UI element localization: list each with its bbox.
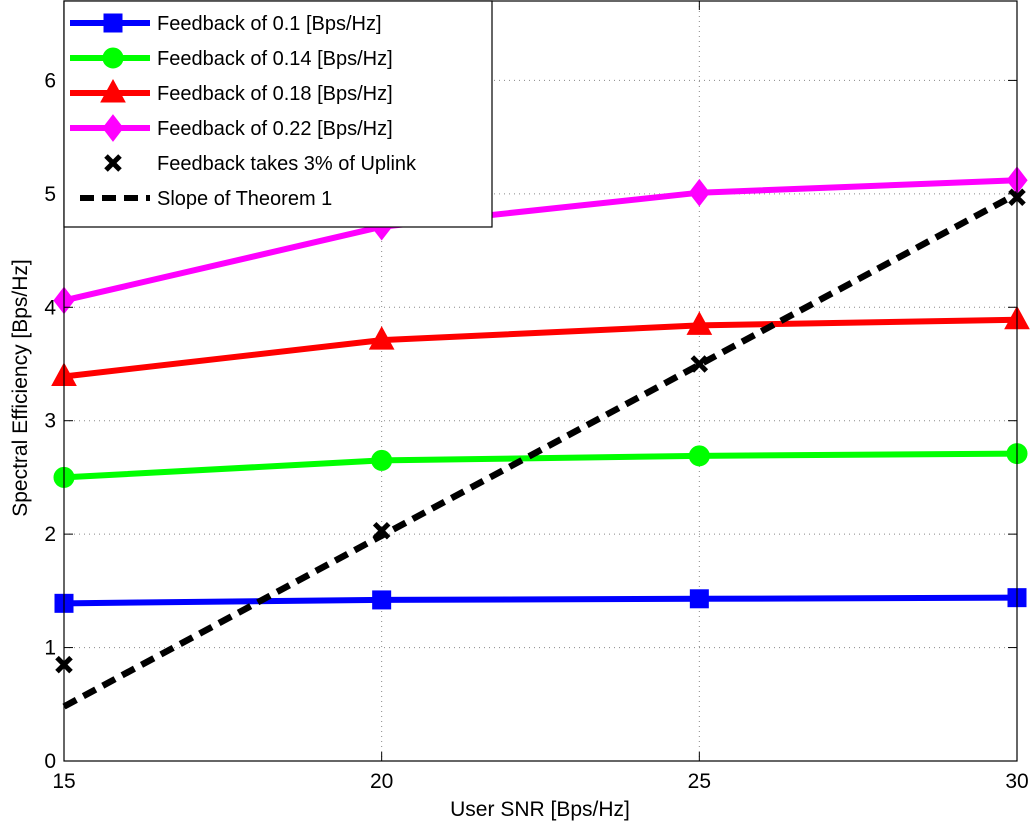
- legend-label: Feedback takes 3% of Uplink: [157, 153, 417, 175]
- series-1: [53, 443, 1028, 488]
- x-axis-title: User SNR [Bps/Hz]: [450, 798, 630, 821]
- legend-marker: [102, 114, 124, 142]
- data-point: [688, 178, 710, 207]
- data-point: [371, 449, 393, 471]
- data-point: [688, 445, 710, 467]
- legend-label: Feedback of 0.22 [Bps/Hz]: [157, 118, 393, 140]
- data-point: [372, 590, 392, 610]
- legend-entry: Feedback of 0.1 [Bps/Hz]: [70, 13, 382, 35]
- x-tick-label: 25: [688, 770, 711, 793]
- legend-entry: Feedback of 0.18 [Bps/Hz]: [70, 78, 393, 105]
- series-line: [63, 594, 1018, 607]
- series-line: [63, 177, 1018, 304]
- series-layer: [51, 166, 1030, 710]
- series-5: [62, 190, 1019, 710]
- y-tick-label: 6: [44, 69, 56, 92]
- legend-marker: [102, 47, 124, 69]
- series-line: [63, 450, 1018, 481]
- y-tick-label: 0: [44, 750, 56, 773]
- legend-marker: [103, 13, 123, 33]
- y-tick-label: 2: [44, 523, 56, 546]
- x-marker-stroke: [104, 154, 122, 172]
- x-tick-label: 30: [1005, 770, 1028, 793]
- legend-entry: Feedback of 0.22 [Bps/Hz]: [70, 114, 393, 142]
- series-line: [62, 190, 1019, 710]
- plot-frame: [63, 0, 1018, 762]
- legend-entry: Feedback takes 3% of Uplink: [104, 153, 417, 175]
- y-tick-label: 4: [44, 296, 56, 319]
- legend-entry: Slope of Theorem 1: [80, 188, 332, 210]
- legend-entry: Feedback of 0.14 [Bps/Hz]: [70, 47, 393, 70]
- data-point: [368, 326, 395, 350]
- y-tick-label: 5: [44, 183, 56, 206]
- legend-box: [63, 0, 493, 228]
- axis-ticks: 15 20 25 30 0 1 2 3 4 5 6: [44, 1, 1029, 793]
- grid-lines: [64, 1, 1017, 761]
- data-point: [686, 311, 713, 335]
- data-point: [689, 589, 709, 609]
- legend-marker: [100, 78, 126, 103]
- legend-label: Slope of Theorem 1: [157, 188, 332, 210]
- legend: Feedback of 0.1 [Bps/Hz] Feedback of 0.14…: [63, 0, 493, 228]
- legend-marker: [104, 154, 122, 172]
- y-tick-label: 3: [44, 410, 56, 433]
- y-axis-title: Spectral Efficiency [Bps/Hz]: [9, 259, 32, 517]
- series-line: [63, 316, 1018, 380]
- legend-label: Feedback of 0.14 [Bps/Hz]: [157, 48, 393, 70]
- y-tick-label: 1: [44, 637, 56, 660]
- x-tick-label: 20: [370, 770, 393, 793]
- legend-label: Feedback of 0.18 [Bps/Hz]: [157, 83, 393, 105]
- legend-label: Feedback of 0.1 [Bps/Hz]: [157, 13, 382, 35]
- x-tick-label: 15: [52, 770, 75, 793]
